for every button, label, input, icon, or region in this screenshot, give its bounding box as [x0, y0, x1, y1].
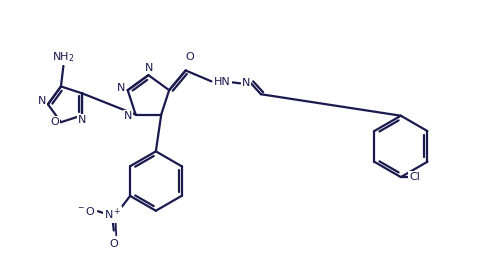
Text: N: N: [116, 83, 125, 93]
Text: O: O: [50, 117, 59, 127]
Text: O: O: [185, 52, 194, 62]
Text: N: N: [124, 110, 132, 121]
Text: NH$_2$: NH$_2$: [52, 50, 75, 64]
Text: HN: HN: [214, 77, 231, 87]
Text: $^-$O: $^-$O: [76, 205, 96, 217]
Text: N$^+$: N$^+$: [104, 207, 122, 222]
Text: N: N: [38, 96, 46, 106]
Text: O: O: [109, 239, 118, 249]
Text: N: N: [242, 78, 250, 88]
Text: Cl: Cl: [409, 172, 420, 182]
Text: N: N: [78, 115, 86, 125]
Text: N: N: [145, 63, 154, 73]
